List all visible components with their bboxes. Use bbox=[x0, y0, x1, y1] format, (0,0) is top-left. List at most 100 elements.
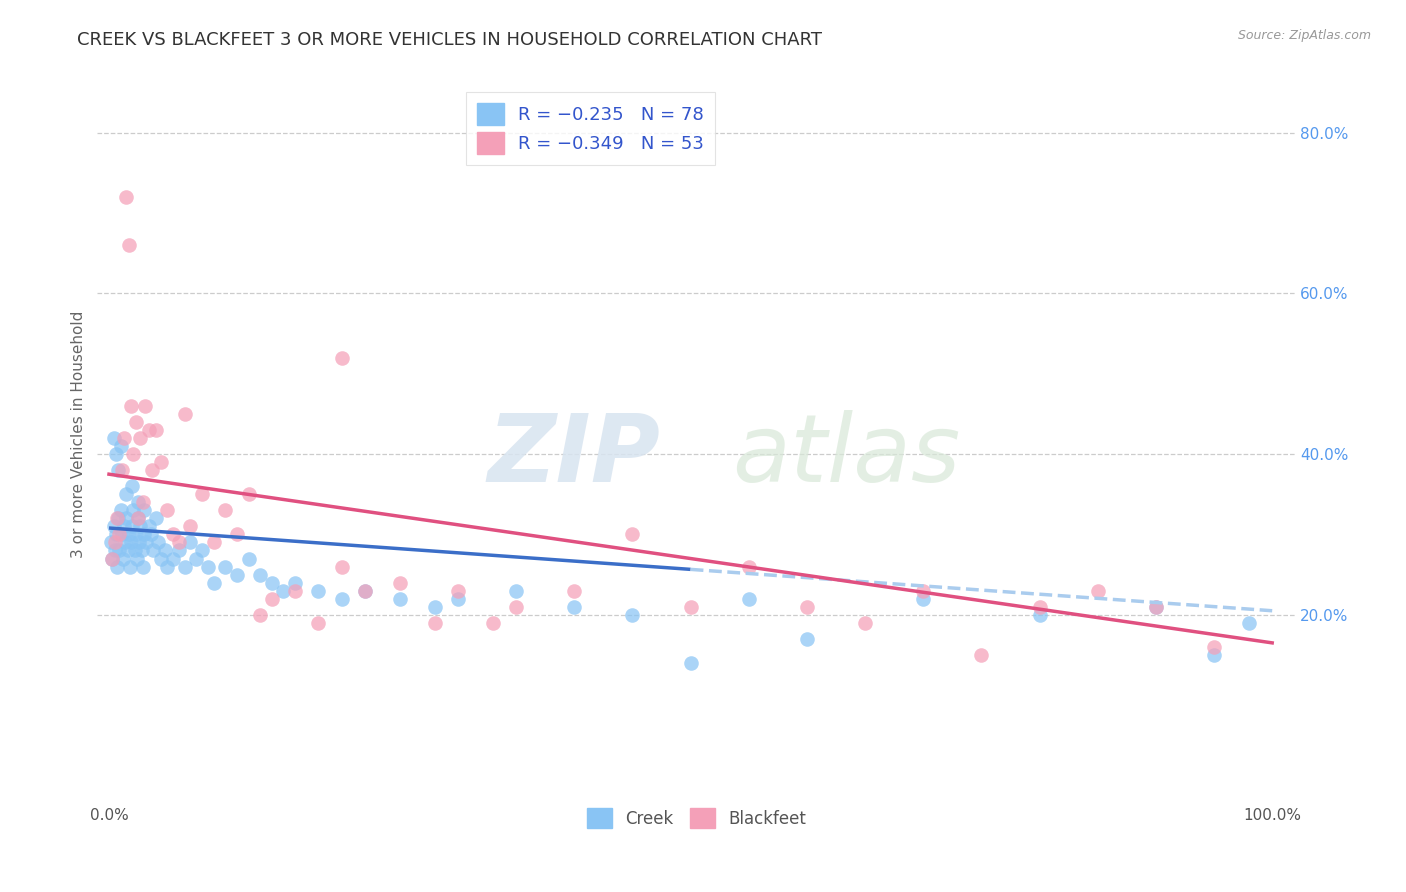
Point bbox=[214, 503, 236, 517]
Point bbox=[562, 599, 585, 614]
Point bbox=[118, 238, 141, 252]
Point bbox=[110, 503, 132, 517]
Point bbox=[129, 431, 152, 445]
Text: ZIP: ZIP bbox=[488, 410, 661, 502]
Point bbox=[562, 583, 585, 598]
Point bbox=[129, 519, 152, 533]
Point bbox=[970, 648, 993, 662]
Point bbox=[214, 559, 236, 574]
Point bbox=[132, 559, 155, 574]
Point bbox=[122, 447, 145, 461]
Point bbox=[273, 583, 295, 598]
Point bbox=[226, 567, 249, 582]
Point bbox=[141, 463, 163, 477]
Point bbox=[122, 503, 145, 517]
Point bbox=[354, 583, 377, 598]
Point bbox=[111, 463, 134, 477]
Point bbox=[146, 535, 169, 549]
Point bbox=[125, 527, 148, 541]
Point bbox=[330, 559, 353, 574]
Point bbox=[115, 190, 138, 204]
Point bbox=[134, 399, 156, 413]
Point bbox=[153, 543, 176, 558]
Point bbox=[115, 487, 138, 501]
Point bbox=[738, 559, 761, 574]
Point bbox=[249, 567, 271, 582]
Point bbox=[482, 615, 505, 630]
Point bbox=[111, 527, 134, 541]
Point bbox=[796, 599, 818, 614]
Point bbox=[104, 527, 127, 541]
Point bbox=[100, 535, 122, 549]
Point bbox=[132, 503, 155, 517]
Point bbox=[139, 527, 162, 541]
Point bbox=[101, 551, 124, 566]
Point bbox=[796, 632, 818, 646]
Point bbox=[162, 527, 184, 541]
Point bbox=[132, 527, 155, 541]
Point bbox=[853, 615, 876, 630]
Point bbox=[307, 615, 329, 630]
Point bbox=[447, 591, 470, 606]
Point bbox=[912, 591, 935, 606]
Point bbox=[912, 583, 935, 598]
Point bbox=[121, 479, 143, 493]
Point bbox=[110, 439, 132, 453]
Point bbox=[118, 559, 141, 574]
Point bbox=[1202, 648, 1225, 662]
Text: CREEK VS BLACKFEET 3 OR MORE VEHICLES IN HOUSEHOLD CORRELATION CHART: CREEK VS BLACKFEET 3 OR MORE VEHICLES IN… bbox=[77, 31, 823, 49]
Y-axis label: 3 or more Vehicles in Household: 3 or more Vehicles in Household bbox=[72, 310, 86, 558]
Point bbox=[354, 583, 377, 598]
Point bbox=[1144, 599, 1167, 614]
Point bbox=[117, 543, 139, 558]
Point bbox=[145, 511, 167, 525]
Point bbox=[105, 559, 128, 574]
Point bbox=[621, 607, 644, 622]
Point bbox=[197, 559, 219, 574]
Point bbox=[202, 535, 225, 549]
Point bbox=[124, 543, 146, 558]
Point bbox=[125, 551, 148, 566]
Point bbox=[101, 551, 124, 566]
Point bbox=[284, 583, 307, 598]
Point bbox=[447, 583, 470, 598]
Point bbox=[191, 543, 214, 558]
Point bbox=[388, 591, 411, 606]
Point bbox=[423, 599, 446, 614]
Point bbox=[226, 527, 249, 541]
Legend: Creek, Blackfeet: Creek, Blackfeet bbox=[581, 801, 813, 835]
Point bbox=[120, 399, 142, 413]
Point bbox=[505, 599, 527, 614]
Point bbox=[107, 463, 129, 477]
Point bbox=[112, 431, 135, 445]
Point bbox=[679, 656, 702, 670]
Point bbox=[738, 591, 761, 606]
Point bbox=[173, 559, 195, 574]
Point bbox=[127, 495, 149, 509]
Point bbox=[127, 511, 149, 525]
Point bbox=[121, 519, 143, 533]
Point bbox=[1144, 599, 1167, 614]
Point bbox=[284, 575, 307, 590]
Point bbox=[179, 519, 201, 533]
Point bbox=[118, 527, 141, 541]
Point bbox=[115, 511, 138, 525]
Point bbox=[191, 487, 214, 501]
Point bbox=[260, 591, 283, 606]
Point bbox=[330, 351, 353, 365]
Point bbox=[167, 535, 190, 549]
Point bbox=[125, 415, 148, 429]
Point bbox=[505, 583, 527, 598]
Point bbox=[1028, 599, 1050, 614]
Point bbox=[104, 535, 127, 549]
Point bbox=[138, 423, 160, 437]
Point bbox=[1028, 607, 1050, 622]
Point bbox=[173, 407, 195, 421]
Point bbox=[167, 543, 190, 558]
Point bbox=[111, 551, 134, 566]
Point bbox=[138, 519, 160, 533]
Text: atlas: atlas bbox=[733, 410, 960, 501]
Point bbox=[108, 527, 131, 541]
Point bbox=[145, 423, 167, 437]
Point bbox=[679, 599, 702, 614]
